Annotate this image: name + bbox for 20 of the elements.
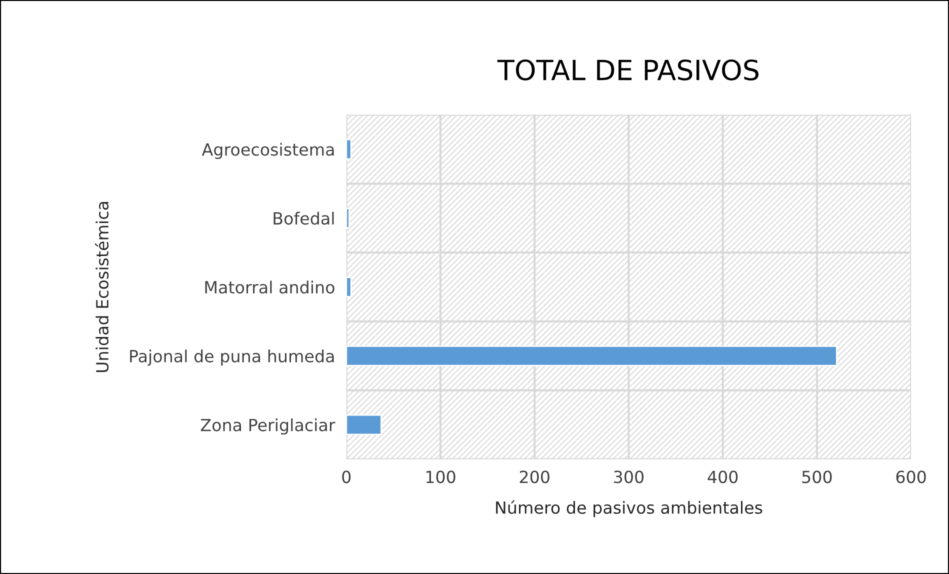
x-tick-label: 500: [802, 470, 832, 484]
x-tick-label: 100: [426, 470, 456, 484]
bar: [346, 414, 382, 436]
y-axis-title: Unidad Ecosistémica: [95, 202, 109, 372]
x-tick-label: 0: [342, 470, 351, 484]
bar: [346, 208, 350, 228]
x-tick-label: 400: [708, 470, 738, 484]
y-tick-label: Matorral andino: [205, 280, 334, 294]
bar: [346, 276, 352, 298]
chart-title: TOTAL DE PASIVOS: [497, 59, 758, 80]
bar: [346, 138, 352, 160]
y-tick-label: Pajonal de puna humeda: [130, 350, 334, 366]
x-tick-label: 600: [896, 470, 926, 484]
y-tick-label: Bofedal: [274, 212, 334, 225]
y-tick-label: Zona Periglaciar: [200, 418, 336, 435]
x-tick-label: 300: [614, 470, 644, 484]
x-axis-title: Número de pasivos ambientales: [496, 500, 762, 518]
bar: [346, 346, 838, 366]
x-tick-label: 200: [520, 470, 550, 484]
y-tick-label: Agroecosistema: [202, 142, 334, 160]
